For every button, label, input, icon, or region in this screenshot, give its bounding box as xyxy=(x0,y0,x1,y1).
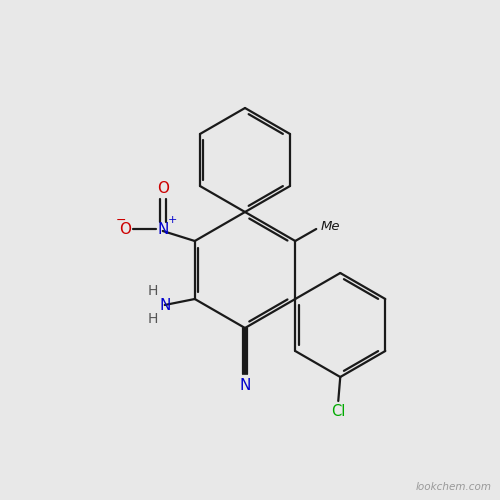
Text: O: O xyxy=(157,181,169,196)
Text: Cl: Cl xyxy=(331,404,345,419)
Text: N: N xyxy=(157,222,168,236)
Text: N: N xyxy=(159,298,170,312)
Text: −: − xyxy=(116,214,126,226)
Text: N: N xyxy=(240,378,250,393)
Text: +: + xyxy=(168,215,177,225)
Text: O: O xyxy=(119,222,131,236)
Text: H: H xyxy=(148,312,158,326)
Text: lookchem.com: lookchem.com xyxy=(416,482,492,492)
Text: Me: Me xyxy=(320,220,340,232)
Text: H: H xyxy=(148,284,158,298)
